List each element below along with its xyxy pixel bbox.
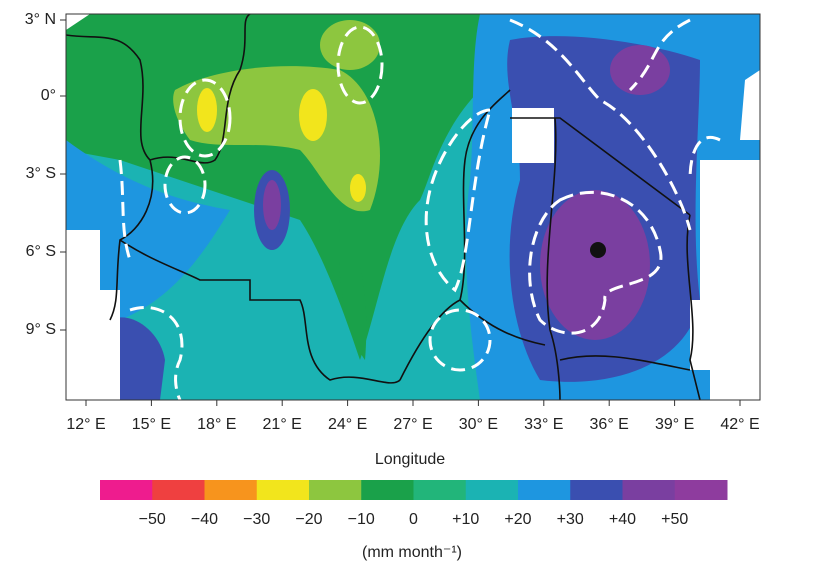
colorbar-swatch [152, 480, 205, 500]
colorbar-tick-label: −10 [348, 511, 375, 528]
colorbar-swatch [100, 480, 153, 500]
colorbar-swatch [674, 480, 728, 500]
latitude-label: 0° [41, 87, 56, 104]
longitude-label: 39° E [655, 416, 694, 433]
longitude-label: 36° E [590, 416, 629, 433]
latitude-label: 6° S [26, 243, 56, 260]
longitude-label: 12° E [66, 416, 105, 433]
colorbar-tick-label: +40 [609, 511, 636, 528]
longitude-label: 42° E [720, 416, 759, 433]
colorbar-swatch [570, 480, 623, 500]
colorbar-tick-label: +10 [452, 511, 479, 528]
colorbar-swatch [204, 480, 258, 500]
colorbar-tick-label: +50 [661, 511, 688, 528]
longitude-label: 18° E [197, 416, 236, 433]
colorbar-swatch [361, 480, 414, 500]
colorbar-tick-label: −30 [243, 511, 270, 528]
colorbar-tick-label: 0 [409, 511, 418, 528]
latitude-label: 9° S [26, 321, 56, 338]
colorbar-swatch [309, 480, 362, 500]
colorbar-swatch [256, 480, 310, 500]
x-axis-label: Longitude [375, 451, 445, 468]
longitude-label: 15° E [132, 416, 171, 433]
colorbar-unit: (mm month⁻¹) [362, 544, 462, 561]
colorbar-tick-label: −40 [191, 511, 218, 528]
latitude-label: 3° N [25, 11, 56, 28]
longitude-label: 33° E [524, 416, 563, 433]
colorbar-tick-label: +30 [557, 511, 584, 528]
latitude-label: 3° S [26, 165, 56, 182]
colorbar-swatch [518, 480, 571, 500]
colorbar-swatch [465, 480, 519, 500]
longitude-label: 27° E [393, 416, 432, 433]
longitude-label: 21° E [263, 416, 302, 433]
colorbar-tick-label: −50 [139, 511, 166, 528]
colorbar-swatch [413, 480, 467, 500]
colorbar-tick-label: −20 [295, 511, 322, 528]
map-field [66, 14, 760, 400]
colorbar-tick-label: +20 [504, 511, 531, 528]
colorbar-swatch [622, 480, 676, 500]
longitude-label: 24° E [328, 416, 367, 433]
longitude-label: 30° E [459, 416, 498, 433]
